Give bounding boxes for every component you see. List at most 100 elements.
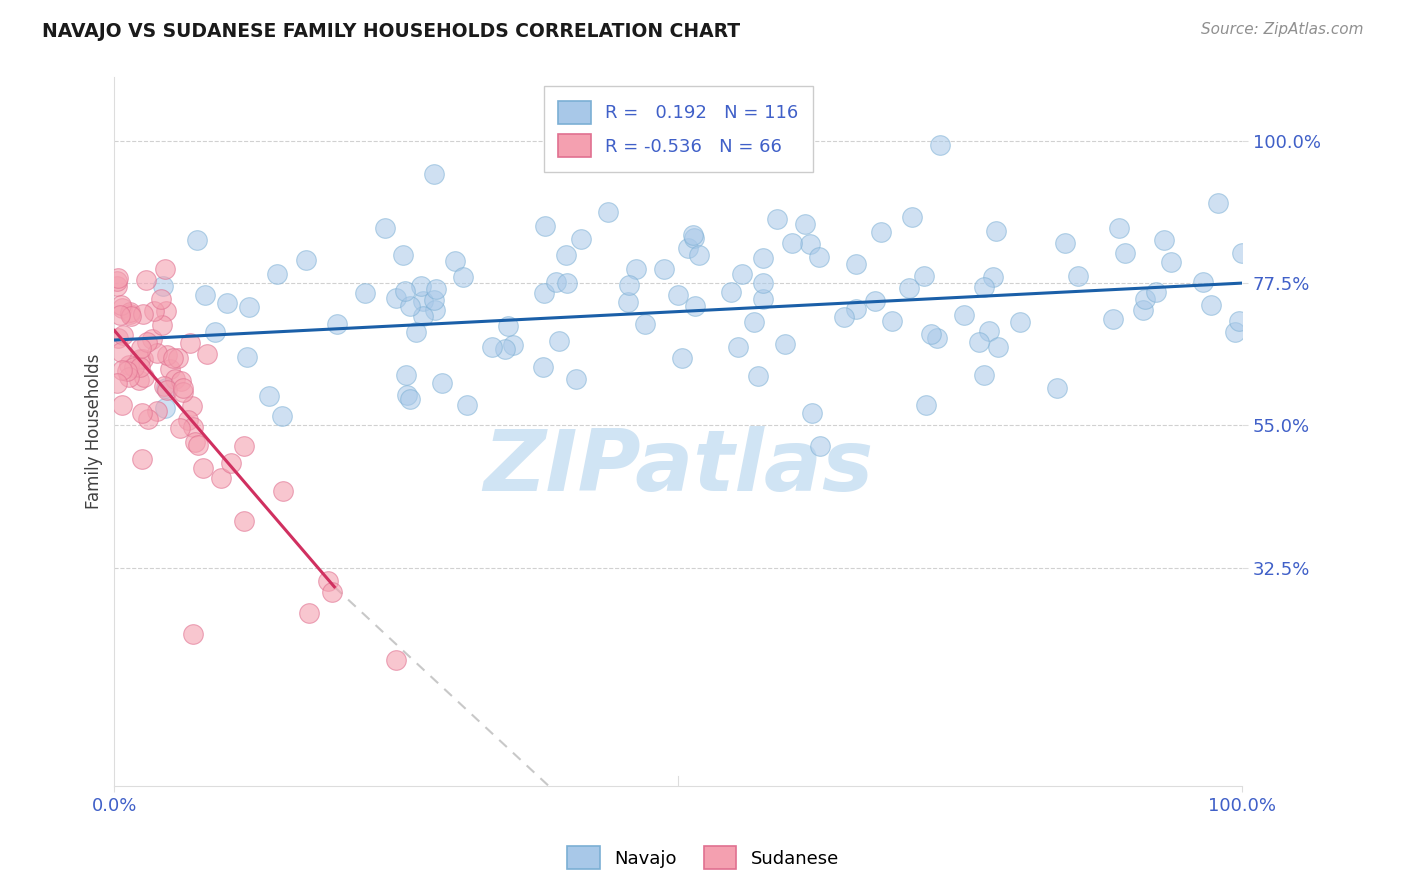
Point bbox=[676, 241, 699, 255]
Point bbox=[617, 277, 640, 292]
Point bbox=[233, 514, 256, 528]
Point bbox=[531, 360, 554, 375]
Point bbox=[863, 294, 886, 309]
Point bbox=[122, 359, 145, 374]
Point bbox=[534, 219, 557, 233]
Point bbox=[494, 342, 516, 356]
Point bbox=[297, 606, 319, 620]
Point bbox=[181, 400, 204, 414]
Point bbox=[166, 351, 188, 366]
Point bbox=[107, 270, 129, 285]
Point bbox=[385, 292, 408, 306]
Point bbox=[451, 270, 474, 285]
Point bbox=[105, 274, 128, 288]
Point bbox=[766, 211, 789, 226]
Point bbox=[405, 325, 427, 339]
Point bbox=[979, 324, 1001, 338]
Point bbox=[869, 225, 891, 239]
Point bbox=[134, 370, 156, 384]
Point bbox=[742, 314, 765, 328]
Point bbox=[194, 288, 217, 302]
Point bbox=[569, 232, 592, 246]
Point bbox=[215, 295, 238, 310]
Point bbox=[682, 227, 704, 242]
Point bbox=[444, 254, 467, 268]
Point bbox=[1227, 314, 1250, 328]
Point bbox=[412, 309, 434, 323]
Point bbox=[120, 309, 142, 323]
Point bbox=[967, 334, 990, 349]
Point bbox=[394, 285, 416, 299]
Point bbox=[353, 286, 375, 301]
Point bbox=[170, 375, 193, 389]
Point bbox=[112, 327, 135, 342]
Point bbox=[138, 412, 160, 426]
Point bbox=[105, 376, 128, 390]
Point bbox=[688, 248, 710, 262]
Point bbox=[533, 285, 555, 300]
Point bbox=[183, 627, 205, 641]
Point bbox=[132, 307, 155, 321]
Point bbox=[1230, 246, 1253, 260]
Point bbox=[172, 381, 194, 395]
Point bbox=[598, 205, 620, 219]
Point bbox=[727, 340, 749, 354]
Point bbox=[271, 409, 294, 424]
Text: ZIPatlas: ZIPatlas bbox=[484, 425, 873, 508]
Point bbox=[1206, 196, 1229, 211]
Point bbox=[456, 398, 478, 412]
Point bbox=[179, 336, 201, 351]
Point bbox=[782, 235, 804, 250]
Point bbox=[221, 456, 243, 470]
Point bbox=[1114, 245, 1136, 260]
Point bbox=[163, 372, 186, 386]
Point bbox=[422, 167, 444, 181]
Point bbox=[634, 317, 657, 331]
Point bbox=[1144, 285, 1167, 299]
Point bbox=[880, 314, 903, 328]
Point bbox=[1199, 298, 1222, 312]
Point bbox=[316, 574, 339, 589]
Point bbox=[141, 332, 163, 346]
Point bbox=[129, 351, 152, 366]
Point bbox=[666, 288, 689, 302]
Point bbox=[1008, 315, 1031, 329]
Point bbox=[128, 373, 150, 387]
Point bbox=[326, 317, 349, 331]
Point bbox=[565, 372, 588, 386]
Point bbox=[129, 341, 152, 355]
Point bbox=[624, 262, 647, 277]
Point bbox=[392, 248, 415, 262]
Legend: Navajo, Sudanese: Navajo, Sudanese bbox=[558, 838, 848, 879]
Point bbox=[295, 252, 318, 267]
Point bbox=[111, 362, 134, 376]
Point bbox=[925, 330, 948, 344]
Point bbox=[808, 251, 831, 265]
Point bbox=[155, 381, 177, 395]
Point bbox=[773, 336, 796, 351]
Point bbox=[398, 299, 420, 313]
Point bbox=[159, 362, 181, 376]
Point bbox=[423, 302, 446, 317]
Point bbox=[671, 351, 693, 366]
Point bbox=[131, 406, 153, 420]
Point bbox=[236, 351, 259, 365]
Point bbox=[108, 308, 131, 322]
Point bbox=[266, 267, 288, 281]
Point bbox=[149, 293, 172, 307]
Point bbox=[110, 298, 132, 312]
Point bbox=[153, 262, 176, 277]
Point bbox=[720, 285, 742, 300]
Point bbox=[984, 224, 1007, 238]
Point bbox=[652, 262, 675, 277]
Point bbox=[1132, 302, 1154, 317]
Point bbox=[118, 305, 141, 319]
Point bbox=[107, 331, 129, 345]
Point bbox=[132, 351, 155, 366]
Point bbox=[110, 344, 132, 359]
Point bbox=[195, 347, 218, 361]
Point bbox=[832, 310, 855, 324]
Point bbox=[172, 384, 194, 399]
Text: NAVAJO VS SUDANESE FAMILY HOUSEHOLDS CORRELATION CHART: NAVAJO VS SUDANESE FAMILY HOUSEHOLDS COR… bbox=[42, 22, 741, 41]
Point bbox=[409, 278, 432, 293]
